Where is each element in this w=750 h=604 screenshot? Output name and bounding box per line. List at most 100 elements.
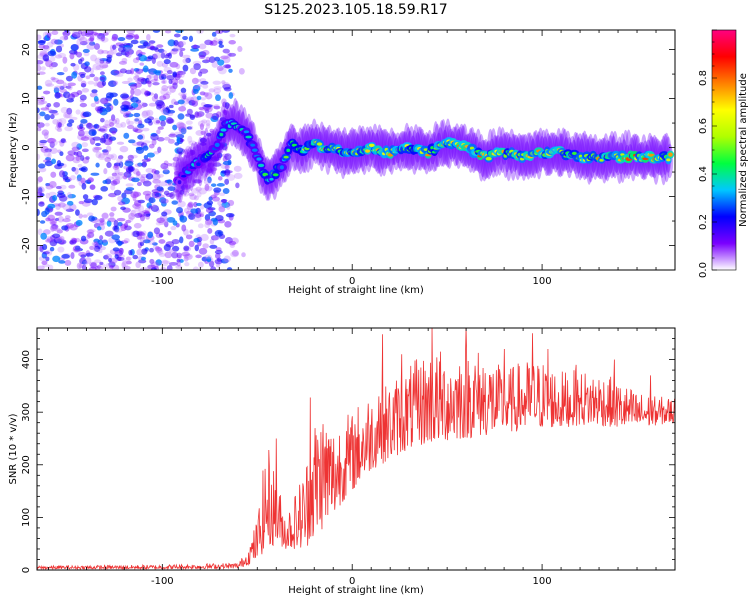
noise-blob bbox=[111, 130, 117, 135]
noise-blob bbox=[157, 146, 162, 153]
noise-blob bbox=[92, 146, 100, 153]
x-tick-label: -100 bbox=[151, 576, 174, 587]
noise-blob bbox=[106, 161, 112, 169]
noise-blob bbox=[211, 160, 220, 166]
noise-blob bbox=[47, 264, 54, 270]
noise-blob bbox=[150, 261, 159, 269]
noise-blob bbox=[45, 60, 53, 68]
noise-blob bbox=[171, 200, 179, 205]
noise-blob bbox=[193, 63, 201, 71]
noise-blob bbox=[173, 39, 179, 47]
colorbar-tick-label: 0.2 bbox=[698, 214, 709, 230]
noise-blob bbox=[49, 218, 57, 226]
noise-blob bbox=[226, 267, 233, 270]
noise-blob bbox=[81, 182, 87, 190]
noise-blob bbox=[128, 139, 136, 144]
ridge-blob-core bbox=[181, 174, 187, 178]
noise-blob bbox=[102, 124, 112, 129]
noise-blob bbox=[104, 230, 114, 237]
noise-blob bbox=[133, 222, 142, 229]
noise-blob bbox=[86, 43, 96, 50]
noise-blob bbox=[92, 148, 99, 152]
noise-blob bbox=[140, 88, 147, 95]
noise-blob bbox=[174, 153, 179, 161]
noise-blob bbox=[184, 262, 190, 267]
noise-blob bbox=[195, 169, 201, 175]
noise-blob bbox=[80, 82, 87, 88]
noise-blob bbox=[37, 228, 43, 236]
noise-blob bbox=[122, 174, 128, 180]
noise-blob bbox=[80, 166, 88, 173]
noise-blob bbox=[84, 134, 90, 139]
noise-blob bbox=[59, 88, 67, 93]
noise-blob bbox=[183, 184, 192, 190]
ridge-blob-core bbox=[177, 180, 182, 185]
noise-blob bbox=[158, 181, 168, 187]
ridge-blob-core bbox=[279, 165, 284, 170]
noise-blob bbox=[134, 212, 143, 218]
noise-blob bbox=[100, 35, 106, 42]
noise-blob bbox=[223, 109, 228, 116]
noise-blob bbox=[174, 47, 182, 52]
noise-blob bbox=[50, 171, 57, 178]
noise-blob bbox=[202, 243, 209, 249]
noise-blob bbox=[49, 141, 55, 148]
noise-blob bbox=[66, 107, 73, 115]
noise-blob bbox=[81, 148, 89, 153]
y-tick-label: 100 bbox=[21, 508, 32, 527]
noise-blob bbox=[137, 199, 146, 204]
noise-blob bbox=[57, 52, 67, 58]
noise-blob bbox=[196, 191, 202, 198]
noise-blob bbox=[97, 239, 104, 245]
noise-blob bbox=[71, 141, 80, 148]
noise-blob bbox=[196, 202, 202, 207]
noise-blob bbox=[162, 165, 169, 172]
noise-blob bbox=[76, 38, 83, 46]
noise-blob bbox=[231, 249, 239, 257]
noise-blob bbox=[216, 257, 222, 262]
noise-blob bbox=[176, 252, 182, 259]
noise-blob bbox=[141, 161, 147, 168]
noise-blob bbox=[84, 30, 94, 36]
noise-blob bbox=[66, 200, 74, 206]
noise-blob bbox=[80, 118, 88, 124]
noise-blob bbox=[117, 195, 124, 202]
noise-blob bbox=[85, 252, 94, 257]
noise-blob bbox=[183, 185, 190, 192]
noise-blob bbox=[179, 129, 187, 134]
noise-blob bbox=[179, 47, 186, 52]
noise-blob bbox=[121, 262, 126, 268]
noise-blob bbox=[220, 55, 230, 60]
noise-blob bbox=[108, 261, 116, 268]
noise-blob bbox=[233, 172, 243, 179]
noise-blob bbox=[111, 234, 120, 240]
noise-blob bbox=[130, 191, 139, 199]
noise-blob bbox=[133, 117, 143, 125]
noise-blob bbox=[96, 35, 106, 41]
ridge-blob-core bbox=[214, 142, 220, 147]
noise-blob bbox=[80, 254, 87, 258]
noise-blob bbox=[134, 163, 142, 168]
noise-blob bbox=[112, 247, 120, 252]
noise-blob bbox=[147, 55, 154, 60]
noise-blob bbox=[209, 244, 218, 249]
noise-blob bbox=[165, 117, 174, 124]
noise-blob bbox=[62, 56, 68, 64]
noise-blob bbox=[229, 33, 236, 38]
y-tick-label: 200 bbox=[21, 455, 32, 474]
noise-blob bbox=[185, 234, 193, 240]
noise-blob bbox=[148, 40, 156, 44]
noise-blob bbox=[153, 227, 161, 235]
noise-blob bbox=[60, 138, 66, 143]
noise-blob bbox=[51, 77, 60, 83]
noise-blob bbox=[113, 229, 123, 233]
spectrogram-y-ticks: -20 -10 0 10 20 bbox=[21, 43, 675, 271]
noise-blob bbox=[183, 245, 190, 251]
noise-blob bbox=[189, 67, 197, 75]
noise-blob bbox=[107, 176, 115, 181]
noise-blob bbox=[115, 117, 120, 125]
noise-blob bbox=[145, 167, 154, 173]
noise-blob bbox=[56, 79, 65, 85]
noise-blob bbox=[177, 70, 186, 76]
noise-blob bbox=[205, 207, 214, 213]
